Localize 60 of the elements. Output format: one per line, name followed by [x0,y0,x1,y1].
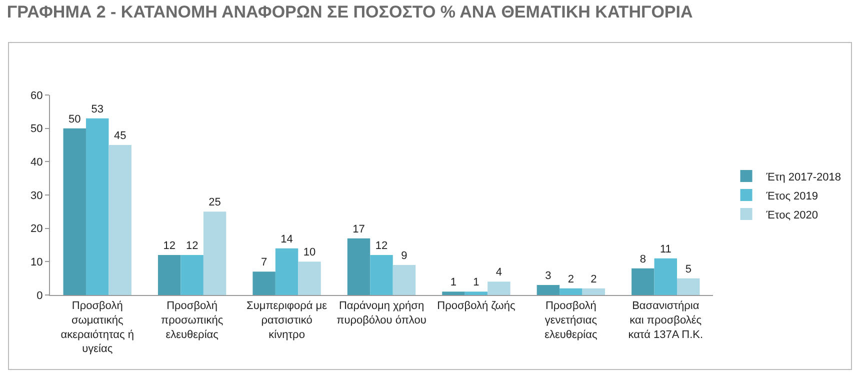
y-tick-label: 10 [30,256,43,269]
data-label: 12 [163,240,176,252]
data-label: 12 [186,240,198,252]
bar [654,258,678,295]
bar [86,118,109,295]
bar [488,282,510,295]
x-tick-label: Προσβολή ζωής [437,300,516,312]
bar [203,212,226,295]
y-tick-label: 50 [30,123,43,136]
legend-label: Έτη 2017-2018 [765,171,842,184]
y-tick-label: 0 [36,290,43,302]
bar [677,278,700,295]
data-label: 3 [545,270,552,282]
data-label: 2 [590,273,597,286]
data-label: 25 [208,196,221,209]
data-label: 2 [568,273,574,286]
data-label: 11 [660,243,672,256]
bar [536,285,560,295]
data-label: 8 [640,253,646,266]
data-label: 4 [496,266,502,279]
data-label: 9 [401,250,408,262]
x-tick-label: Παράνομη χρήση πυροβόλου όπλου [336,300,426,326]
y-tick-label: 20 [30,223,43,236]
legend-label: Έτος 2020 [765,209,818,222]
bar [180,255,204,295]
bar [252,272,276,295]
data-label: 12 [375,240,388,252]
x-tick-label: Προσβολή σωματικής ακεραιότητας ή υγείας [60,300,134,356]
data-label: 7 [260,256,268,269]
bar [370,255,393,295]
bar [347,238,370,295]
data-label: 50 [68,113,81,126]
bar [632,268,654,295]
bar [582,288,606,295]
x-tick-label: Βασανιστήρια και προσβολές κατά 137Α Π.Κ. [628,300,704,341]
data-label: 10 [303,246,316,259]
bar [108,145,132,295]
bar [392,265,416,295]
y-tick-label: 40 [30,156,43,169]
data-label: 14 [280,233,293,246]
bar [63,128,86,295]
data-label: 45 [114,130,126,142]
bar [464,292,488,295]
data-label: 53 [91,103,104,116]
data-label: 5 [685,263,692,276]
y-tick-label: 60 [30,90,43,102]
chart-title: ΓΡΑΦΗΜΑ 2 - ΚΑΤΑΝΟΜΗ ΑΝΑΦΟΡΩΝ ΣΕ ΠΟΣΟΣΤΟ % ΑΝΑ ΘΕΜΑΤΙΚΗ ΚΑΤΗΓΟΡΙΑ [6,2,693,22]
bar [442,292,465,295]
x-tick-label: Συμπεριφορά με ρατσιστικό κίνητρο [246,300,328,341]
bar [298,262,321,295]
y-tick-label: 30 [30,190,43,202]
legend-label: Έτος 2019 [765,190,818,202]
data-label: 1 [450,276,457,289]
bar [275,248,298,295]
data-label: 17 [352,223,365,236]
x-tick-label: Προσβολή προσωπικής ελευθερίας [161,300,224,341]
x-tick-label: Προσβολή γενετήσιας ελευθερίας [544,300,598,341]
bar [560,288,582,295]
data-label: 1 [473,276,480,289]
bar [158,255,181,295]
